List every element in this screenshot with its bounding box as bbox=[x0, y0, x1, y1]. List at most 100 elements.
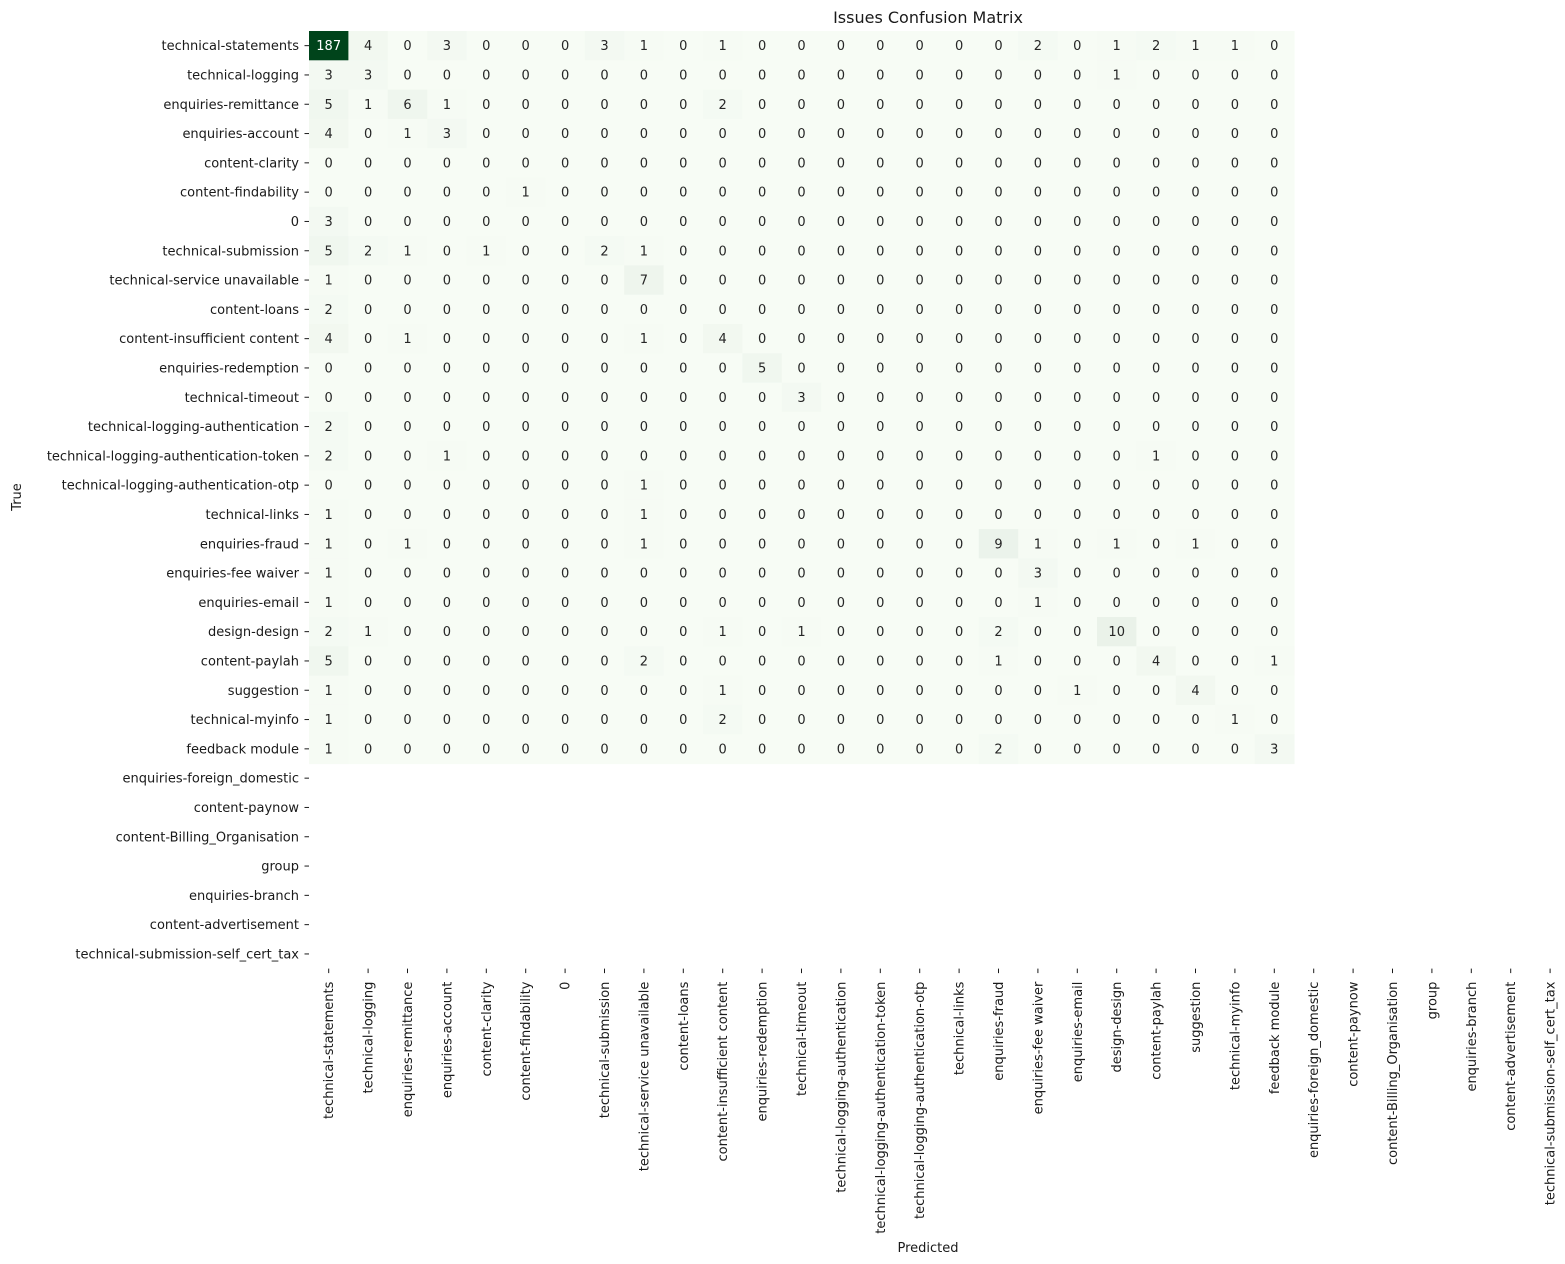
heatmap-cell-value: 0 bbox=[719, 303, 727, 318]
heatmap-cell: 0 bbox=[387, 353, 428, 384]
heatmap-cell-rect bbox=[624, 704, 665, 735]
heatmap-cell: 0 bbox=[387, 382, 428, 413]
heatmap-cell-rect bbox=[1136, 177, 1177, 208]
heatmap-cell-value: 0 bbox=[758, 68, 766, 83]
heatmap-cell-value: 0 bbox=[955, 420, 963, 435]
heatmap-cell-rect bbox=[506, 675, 546, 706]
heatmap-cell: 0 bbox=[742, 587, 783, 618]
heatmap-cell: 0 bbox=[939, 675, 980, 706]
heatmap-cell: 1 bbox=[1018, 587, 1059, 618]
heatmap-cell-value: 0 bbox=[1191, 654, 1199, 669]
heatmap-cell: 0 bbox=[506, 499, 546, 530]
heatmap-cell: 0 bbox=[427, 646, 468, 677]
heatmap-cell-value: 0 bbox=[994, 449, 1002, 464]
heatmap-cell-rect bbox=[387, 704, 428, 735]
heatmap-cell-value: 0 bbox=[522, 156, 530, 171]
heatmap-cell-value: 0 bbox=[994, 186, 1002, 201]
heatmap-cell-value: 0 bbox=[916, 332, 924, 347]
heatmap-cell-rect bbox=[663, 118, 704, 149]
heatmap-cell-rect bbox=[624, 675, 665, 706]
heatmap-cell: 0 bbox=[1057, 353, 1098, 384]
heatmap-cell-value: 0 bbox=[1231, 479, 1239, 494]
heatmap-cell-rect bbox=[624, 441, 665, 472]
heatmap-cell: 0 bbox=[742, 294, 783, 325]
heatmap-cell-rect bbox=[1175, 60, 1216, 91]
heatmap-cell: 0 bbox=[821, 60, 862, 91]
heatmap-cell-value: 0 bbox=[1231, 361, 1239, 376]
heatmap-cell: 0 bbox=[466, 529, 507, 559]
heatmap-cell: 0 bbox=[781, 441, 822, 472]
heatmap-cell: 0 bbox=[427, 529, 468, 559]
heatmap-cell-value: 0 bbox=[797, 713, 805, 728]
heatmap-cell-rect bbox=[703, 31, 743, 61]
heatmap-cell-value: 0 bbox=[522, 508, 530, 523]
heatmap-cell-value: 0 bbox=[955, 215, 963, 230]
heatmap-cell-rect bbox=[978, 734, 1019, 765]
heatmap-cell-rect bbox=[1097, 675, 1137, 706]
heatmap-cell-value: 1 bbox=[403, 537, 411, 552]
heatmap-cell-value: 1 bbox=[364, 625, 372, 640]
heatmap-cell: 0 bbox=[1097, 118, 1137, 149]
heatmap-cell-value: 0 bbox=[1231, 742, 1239, 757]
heatmap-cell-rect bbox=[506, 704, 546, 735]
heatmap-cell-value: 0 bbox=[955, 361, 963, 376]
heatmap-cell-rect bbox=[1018, 617, 1059, 647]
heatmap-cell: 0 bbox=[1097, 236, 1137, 266]
heatmap-cell: 0 bbox=[348, 675, 389, 706]
heatmap-cell-rect bbox=[900, 734, 940, 765]
heatmap-cell: 0 bbox=[1018, 704, 1059, 735]
heatmap-cell-rect bbox=[1097, 411, 1137, 442]
heatmap-cell-rect bbox=[1136, 31, 1177, 61]
heatmap-cell-value: 0 bbox=[758, 98, 766, 113]
heatmap-cell-value: 0 bbox=[561, 449, 569, 464]
y-tick-label: enquiries-email bbox=[198, 596, 299, 611]
heatmap-cell-value: 0 bbox=[482, 303, 490, 318]
heatmap-cell-rect bbox=[624, 31, 665, 61]
heatmap-cell-rect bbox=[1215, 734, 1256, 765]
heatmap-cell-rect bbox=[1057, 177, 1098, 208]
heatmap-cell: 0 bbox=[1057, 558, 1098, 589]
heatmap-cell-rect bbox=[860, 470, 901, 501]
heatmap-cell: 0 bbox=[1215, 411, 1256, 442]
heatmap-cell: 0 bbox=[663, 734, 704, 765]
heatmap-cell-value: 0 bbox=[994, 567, 1002, 582]
heatmap-cell-rect bbox=[978, 411, 1019, 442]
heatmap-cell: 2 bbox=[584, 236, 625, 266]
heatmap-cell-rect bbox=[427, 529, 468, 559]
heatmap-cell: 0 bbox=[900, 31, 940, 61]
heatmap-cell-rect bbox=[1018, 89, 1059, 120]
heatmap-cell-rect bbox=[1057, 89, 1098, 120]
heatmap-cell-rect bbox=[1097, 60, 1137, 91]
heatmap-cell-value: 0 bbox=[482, 625, 490, 640]
heatmap-cell-rect bbox=[309, 470, 349, 501]
heatmap-cell-rect bbox=[506, 324, 546, 354]
heatmap-cell: 0 bbox=[309, 382, 349, 413]
heatmap-cell-rect bbox=[742, 587, 783, 618]
heatmap-cell: 0 bbox=[821, 177, 862, 208]
heatmap-cell-value: 7 bbox=[640, 274, 648, 289]
heatmap-cell: 0 bbox=[978, 587, 1019, 618]
heatmap-cell: 0 bbox=[821, 646, 862, 677]
heatmap-cell-value: 0 bbox=[561, 684, 569, 699]
heatmap-cell-rect bbox=[860, 587, 901, 618]
heatmap-cell: 0 bbox=[781, 324, 822, 354]
heatmap-cell-rect bbox=[1097, 31, 1137, 61]
heatmap-cell: 0 bbox=[860, 206, 901, 237]
heatmap-cell-value: 0 bbox=[719, 274, 727, 289]
heatmap-cell-value: 0 bbox=[719, 215, 727, 230]
heatmap-cell: 0 bbox=[506, 31, 546, 61]
heatmap-cell: 1 bbox=[506, 177, 546, 208]
heatmap-cell-rect bbox=[1175, 265, 1216, 296]
heatmap-cell: 0 bbox=[742, 60, 783, 91]
heatmap-cell-rect bbox=[624, 499, 665, 530]
heatmap-cell-value: 0 bbox=[916, 420, 924, 435]
heatmap-cell-value: 0 bbox=[561, 215, 569, 230]
heatmap-cell: 0 bbox=[742, 675, 783, 706]
heatmap-cell: 1 bbox=[1097, 529, 1137, 559]
heatmap-cells: 187 4 0 3 0 0 0 3 1 0 1 0 0 0 0 0 0 0 2 0 1 2 1 1 03 3 0 0 0 0 0 0 0 0 0 0 0… bbox=[309, 31, 1295, 765]
heatmap-cell-value: 0 bbox=[600, 303, 608, 318]
heatmap-cell: 0 bbox=[584, 411, 625, 442]
heatmap-cell-rect bbox=[1097, 558, 1137, 589]
heatmap-cell-rect bbox=[348, 734, 389, 765]
heatmap-cell-rect bbox=[900, 324, 940, 354]
